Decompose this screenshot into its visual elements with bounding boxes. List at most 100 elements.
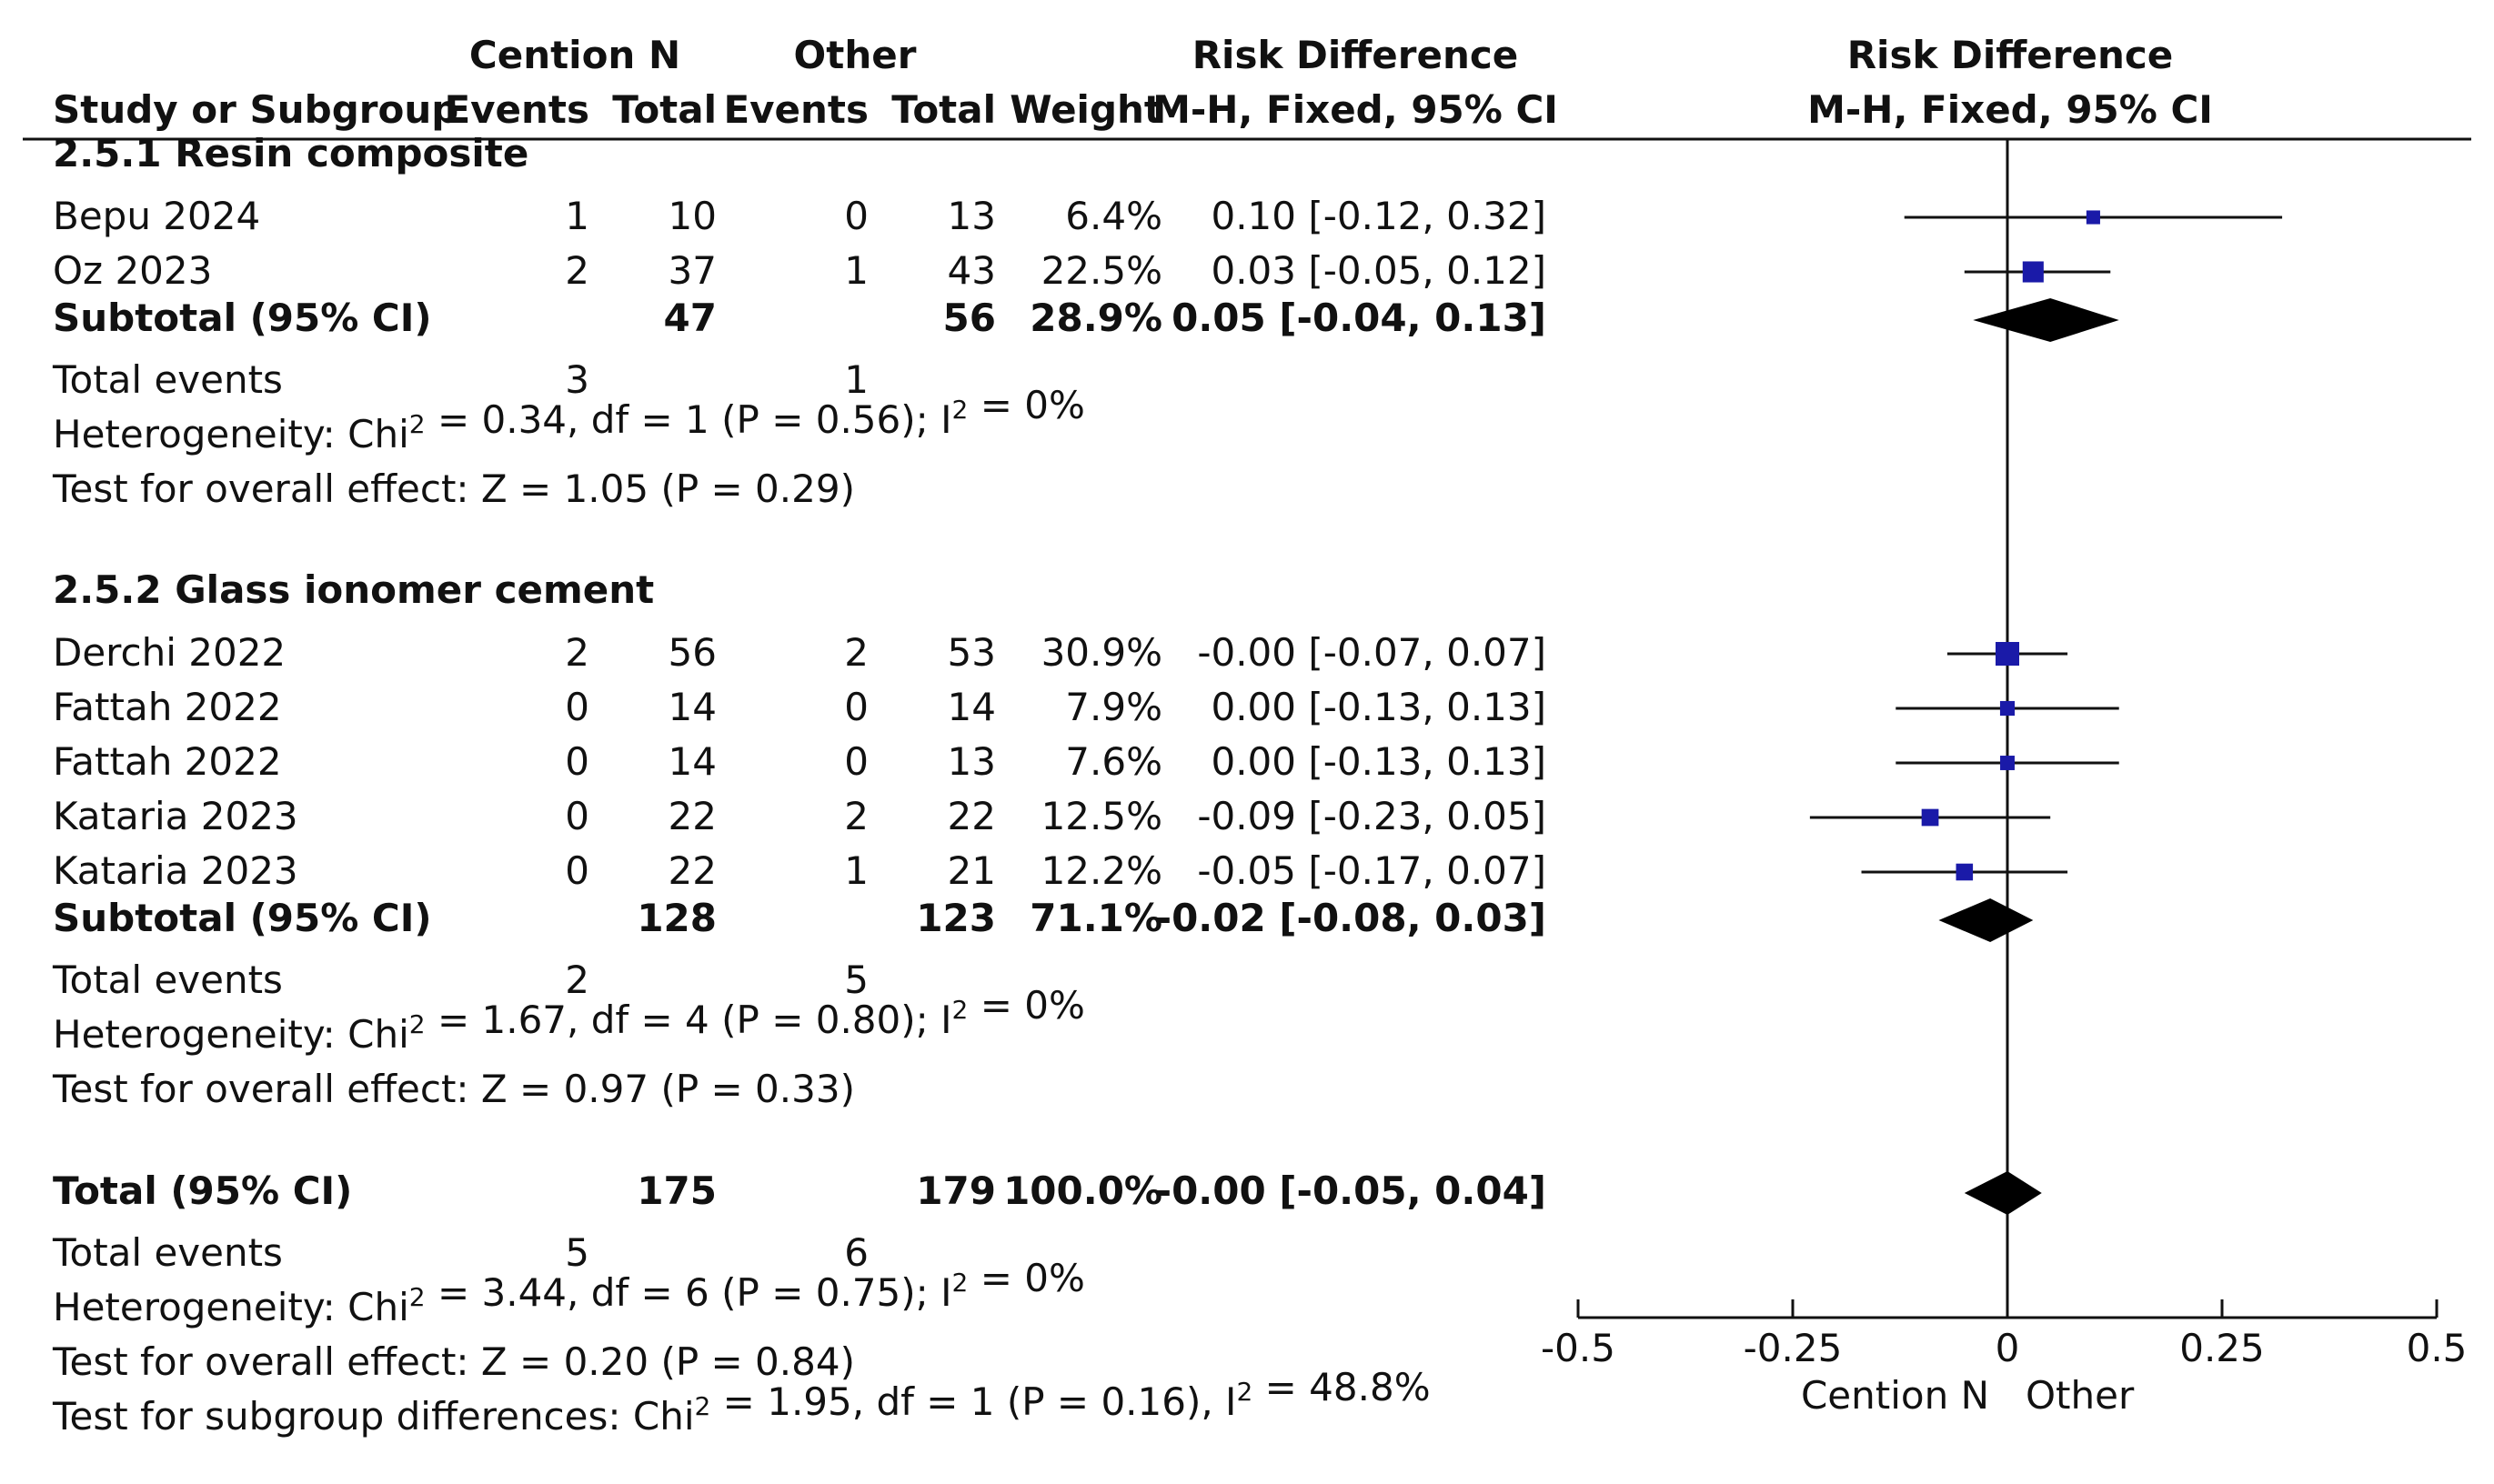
heterogeneity-text: Heterogeneity: Chi2 = 1.67, df = 4 (P = … (53, 983, 1085, 1057)
total-group1: 37 (669, 248, 717, 293)
subtotal-ci-text: 0.05 [-0.04, 0.13] (1172, 296, 1546, 340)
x-tick-label: 0.25 (2179, 1326, 2265, 1370)
weight-value: 6.4% (1065, 194, 1162, 238)
events-group1: 2 (565, 630, 589, 675)
favours-right-label: Other (2026, 1373, 2135, 1418)
total-total1: 175 (637, 1168, 717, 1213)
total-events-label: Total events (52, 958, 283, 1002)
study-name: Fattah 2022 (53, 739, 282, 784)
header-effect-table: Risk Difference (1192, 33, 1519, 77)
total-events-label: Total events (52, 357, 283, 402)
total-ci-text: -0.00 [-0.05, 0.04] (1156, 1168, 1546, 1213)
point-estimate-square (2000, 756, 2015, 770)
subtotal-total2: 123 (916, 896, 996, 940)
study-marker (1896, 700, 2119, 717)
header-col-total1: Total (612, 87, 717, 132)
total-group2: 22 (948, 794, 996, 838)
total-group2: 13 (948, 194, 996, 238)
ci-text: 0.10 [-0.12, 0.32] (1211, 194, 1546, 238)
subgroup-title: 2.5.1 Resin composite (53, 131, 528, 175)
ci-text: 0.00 [-0.13, 0.13] (1211, 739, 1546, 784)
total-group1: 14 (669, 685, 717, 729)
plot-area: -0.5 -0.25 0 0.25 0.5 Cention N Other (1541, 139, 2467, 1418)
heterogeneity-text: Heterogeneity: Chi2 = 3.44, df = 6 (P = … (53, 1256, 1085, 1329)
total-events-group2: 5 (844, 958, 869, 1002)
weight-value: 7.6% (1065, 739, 1162, 784)
total-events-group1: 5 (565, 1230, 589, 1275)
pooled-diamond (1973, 298, 2119, 342)
study-marker (1809, 808, 2051, 827)
events-group1: 1 (565, 194, 589, 238)
x-tick-label: 0 (1996, 1326, 2020, 1370)
subtotal-ci-text: -0.02 [-0.08, 0.03] (1156, 896, 1546, 940)
subtotal-total1: 47 (664, 296, 717, 340)
subtotal-label: Subtotal (95% CI) (53, 296, 432, 340)
subtotal-total1: 128 (637, 896, 717, 940)
total-events-group1: 3 (565, 357, 589, 402)
weight-value: 12.2% (1041, 848, 1162, 893)
header-col-events2: Events (723, 87, 869, 132)
total-group1: 22 (669, 848, 717, 893)
total-events-group2: 1 (844, 357, 869, 402)
events-group2: 1 (844, 848, 869, 893)
study-marker (1946, 641, 2068, 667)
overall-effect-text: Test for overall effect: Z = 1.05 (P = 0… (52, 466, 855, 511)
events-group2: 0 (844, 685, 869, 729)
total-group2: 13 (948, 739, 996, 784)
weight-value: 22.5% (1041, 248, 1162, 293)
total-group2: 14 (948, 685, 996, 729)
heterogeneity-text: Heterogeneity: Chi2 = 0.34, df = 1 (P = … (53, 383, 1085, 456)
total-weight: 100.0% (1003, 1168, 1162, 1213)
events-group2: 0 (844, 739, 869, 784)
total-events-label: Total events (52, 1230, 283, 1275)
pooled-diamond (1964, 1171, 2042, 1215)
pooled-diamond (1938, 898, 2034, 942)
ci-text: -0.05 [-0.17, 0.07] (1197, 848, 1546, 893)
subtotal-weight: 28.9% (1030, 296, 1162, 340)
point-estimate-square (1999, 700, 2016, 717)
total-group1: 14 (669, 739, 717, 784)
x-tick-label: -0.25 (1744, 1326, 1843, 1370)
study-name: Oz 2023 (53, 248, 212, 293)
total-group2: 53 (948, 630, 996, 675)
point-estimate-square (2086, 210, 2100, 225)
total-group2: 43 (948, 248, 996, 293)
total-events-group2: 6 (844, 1230, 869, 1275)
study-marker (1964, 261, 2111, 283)
total-label: Total (95% CI) (53, 1168, 352, 1213)
total-group1: 10 (669, 194, 717, 238)
header-col-events1: Events (444, 87, 589, 132)
events-group2: 0 (844, 194, 869, 238)
study-marker (1896, 756, 2119, 770)
subgroup-difference-text: Test for subgroup differences: Chi2 = 1.… (52, 1365, 1431, 1439)
point-estimate-square (1995, 641, 2020, 667)
header-col-method-table: M-H, Fixed, 95% CI (1152, 87, 1558, 132)
header-col-total2: Total (891, 87, 996, 132)
ci-text: 0.00 [-0.13, 0.13] (1211, 685, 1546, 729)
events-group1: 0 (565, 685, 589, 729)
study-name: Bepu 2024 (53, 194, 260, 238)
total-events-group1: 2 (565, 958, 589, 1002)
total-group1: 22 (669, 794, 717, 838)
subtotal-label: Subtotal (95% CI) (53, 896, 432, 940)
header-col-weight: Weight (1010, 87, 1162, 132)
favours-left-label: Cention N (1801, 1373, 1989, 1418)
study-name: Kataria 2023 (53, 794, 298, 838)
study-marker (1904, 210, 2283, 225)
events-group2: 2 (844, 630, 869, 675)
events-group1: 0 (565, 794, 589, 838)
total-total2: 179 (916, 1168, 996, 1213)
events-group1: 2 (565, 248, 589, 293)
point-estimate-square (1921, 808, 1939, 827)
weight-value: 30.9% (1041, 630, 1162, 675)
header-col-study: Study or Subgroup (53, 87, 458, 132)
x-tick-label: 0.5 (2407, 1326, 2468, 1370)
weight-value: 7.9% (1065, 685, 1162, 729)
events-group2: 1 (844, 248, 869, 293)
header-group2: Other (794, 33, 917, 77)
events-group2: 2 (844, 794, 869, 838)
overall-effect-text: Test for overall effect: Z = 0.20 (P = 0… (52, 1339, 855, 1384)
header-group1: Cention N (469, 33, 680, 77)
